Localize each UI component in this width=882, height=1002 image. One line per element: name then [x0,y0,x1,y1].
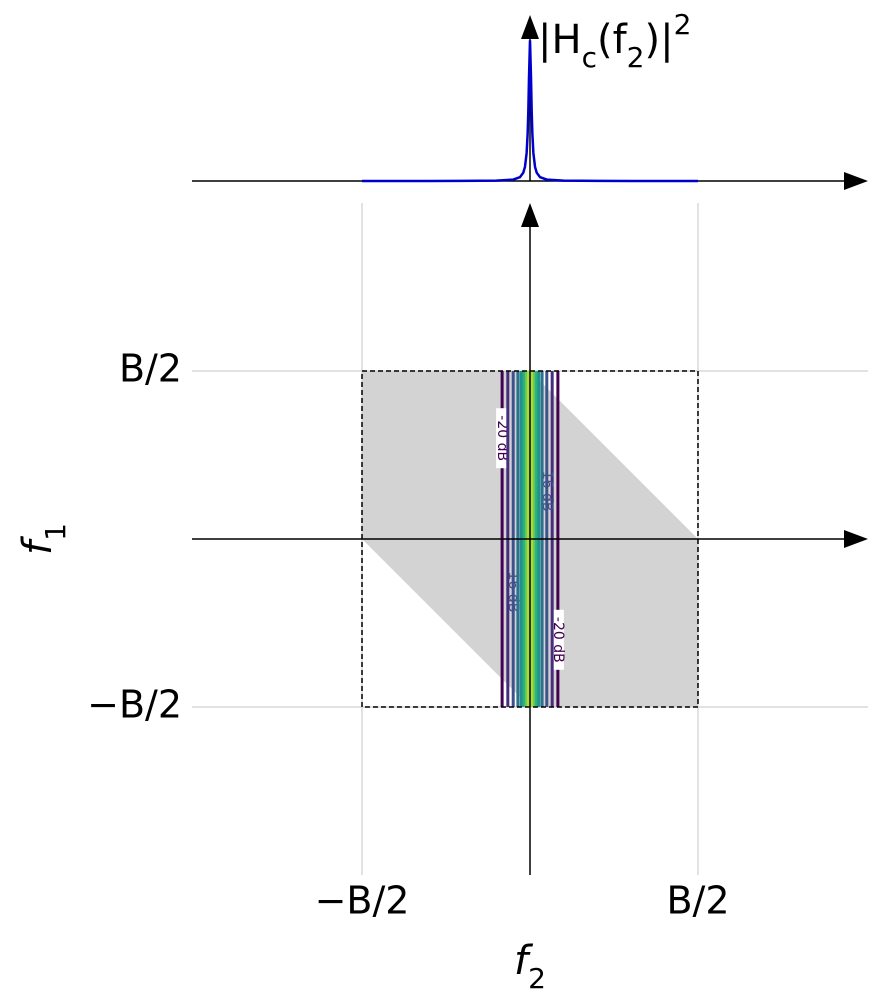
label-part: c [582,41,597,74]
label-part: |H [538,17,582,63]
contour-label-gap [496,408,509,469]
top-title: |Hc(f2)|2 [538,8,691,74]
label-part: 1 [39,523,72,541]
label-part: )| [644,17,673,63]
x-axis-label: f2 [514,938,546,995]
axis-arrow [844,530,868,548]
x-tick-label: −B/2 [315,879,410,923]
contour-label-gap [551,609,564,670]
y-axis-label: f1 [15,523,72,555]
axis-arrow [521,15,539,39]
y-tick-label: B/2 [119,347,182,391]
axis-arrow [521,203,539,227]
label-part: (f [597,17,628,63]
y-tick-label: −B/2 [87,683,182,727]
contour-label: -20 dB [550,617,566,663]
label-part: 2 [528,962,546,995]
x-tick-label: B/2 [666,879,729,923]
response-curve [362,40,698,183]
contour-label: -20 dB [494,415,510,461]
label-part: 2 [627,41,645,74]
axis-arrow [844,172,868,190]
label-part: 2 [674,8,692,41]
